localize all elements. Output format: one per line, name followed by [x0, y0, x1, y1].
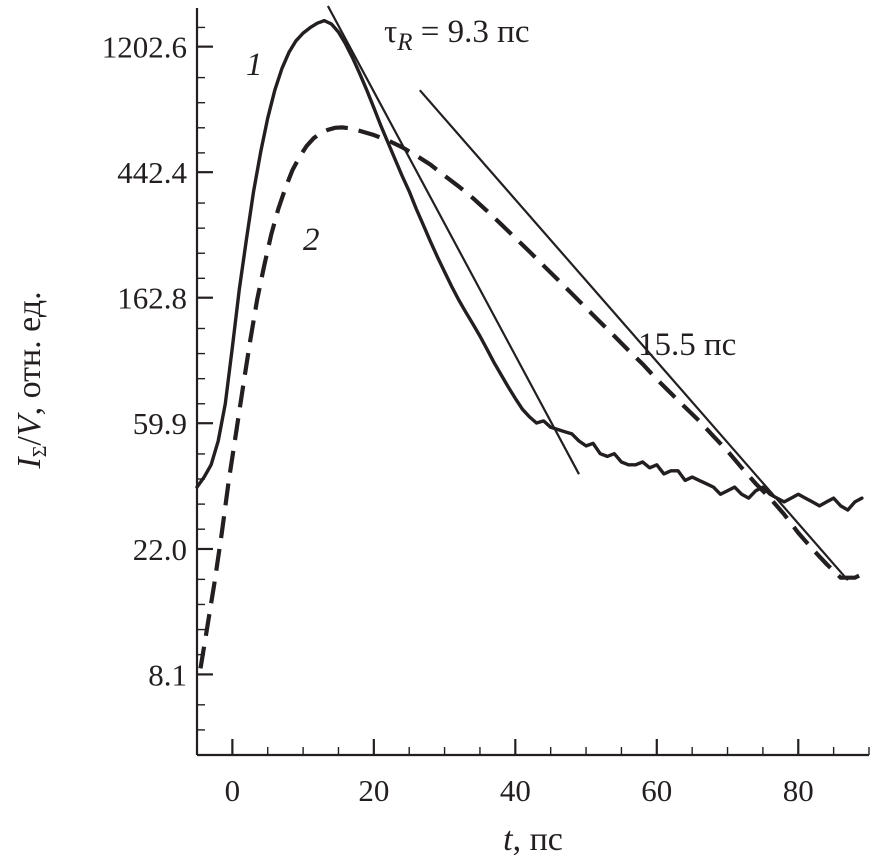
y-tick-label: 442.4: [117, 155, 187, 190]
axes: [195, 8, 869, 757]
y-tick-label: 8.1: [148, 657, 187, 692]
tau-2-annotation: 15.5 пс: [638, 327, 736, 363]
y-tick-label: 1202.6: [102, 30, 187, 65]
y-axis-title: IΣ/V, отн. ед.: [11, 291, 51, 469]
fit-lines: [326, 5, 849, 581]
y-tick-label: 162.8: [117, 281, 187, 316]
x-tick-label: 60: [641, 773, 672, 808]
series-2-line: [198, 125, 863, 669]
tick-labels: 0 20 40 60 80 8.1 22.0 59.9 162.8 442.4 1202.6: [102, 30, 814, 808]
x-tick-label: 80: [783, 773, 814, 808]
x-tick-label: 0: [225, 773, 241, 808]
series-1-line: [195, 18, 864, 512]
y-tick-label: 59.9: [133, 406, 187, 441]
fit-line-1: [326, 5, 580, 475]
x-tick-label: 20: [358, 773, 389, 808]
curve-label-1: 1: [246, 47, 263, 83]
y-tick-label: 22.0: [133, 532, 187, 567]
tau-r-annotation: τR = 9.3 пс: [384, 14, 529, 56]
x-axis-title: t, пс: [503, 821, 563, 858]
x-tick-label: 40: [500, 773, 531, 808]
fit-line-2: [418, 89, 849, 581]
curve-label-2: 2: [303, 222, 320, 258]
ticks: [196, 26, 870, 756]
series-group: [195, 18, 864, 669]
